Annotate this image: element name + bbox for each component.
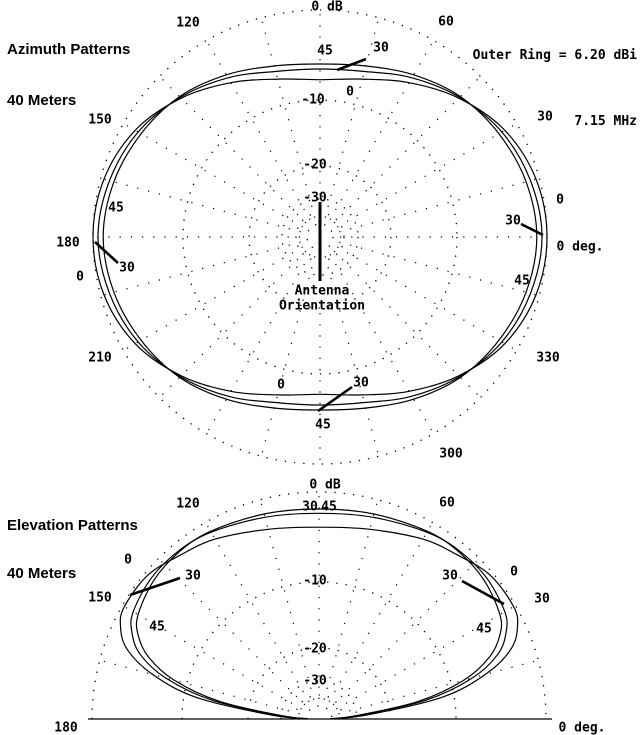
elevation-title-line2: 40 Meters: [7, 565, 77, 582]
grid-radial: [336, 606, 514, 710]
elevation-title-line1: Elevation Patterns: [7, 517, 138, 534]
outer-ring-info: Outer Ring = 6.20 dBi 7.15 MHz: [473, 1, 637, 177]
grid-radial: [103, 178, 301, 233]
grid-radial: [207, 42, 311, 220]
grid-ring: [248, 165, 392, 309]
pattern-curve-30: [97, 68, 543, 406]
grid-ring: [280, 680, 358, 720]
grid-radial: [103, 241, 301, 296]
grid-ring: [281, 198, 359, 276]
grid-radial: [207, 254, 311, 432]
grid-radial: [260, 502, 315, 700]
azimuth-title-line2: 40 Meters: [7, 92, 77, 109]
grid-radial: [323, 502, 378, 700]
grid-radial: [329, 42, 433, 220]
grid-ring: [305, 705, 333, 720]
azimuth-title-line1: Azimuth Patterns: [7, 41, 131, 58]
grid-radial: [161, 78, 307, 224]
grid-radial: [337, 246, 515, 350]
grid-radial: [324, 256, 379, 454]
grid-ring: [247, 647, 391, 720]
grid-radial: [206, 524, 310, 702]
pattern-curve-45: [135, 508, 503, 720]
grid-radial: [339, 241, 537, 296]
grid-ring: [306, 223, 334, 251]
grid-ring: [182, 99, 458, 375]
polar-azimuth-pattern: [92, 9, 548, 465]
grid-radial: [338, 660, 536, 715]
curve-pointer-line: [129, 576, 181, 597]
frequency-value: 7.15 MHz: [574, 114, 637, 129]
curve-pointer-line: [461, 579, 505, 606]
grid-radial: [102, 660, 300, 715]
elevation-plot-title: Elevation Patterns 40 Meters: [7, 486, 138, 614]
grid-radial: [329, 254, 433, 432]
curve-pointer-line: [94, 241, 119, 264]
grid-ring: [294, 694, 344, 720]
curve-pointer-line: [520, 222, 544, 237]
pattern-curve-30: [130, 512, 508, 720]
curve-pointer-line: [317, 385, 353, 413]
grid-radial: [333, 78, 479, 224]
pattern-curve-45: [102, 63, 538, 411]
grid-radial: [328, 524, 432, 702]
grid-ring: [91, 491, 547, 720]
grid-radial: [332, 560, 478, 706]
grid-radial: [160, 560, 306, 706]
pattern-curve-0: [119, 526, 519, 720]
grid-radial: [125, 124, 303, 228]
grid-radial: [124, 606, 302, 710]
grid-radial: [324, 20, 379, 218]
polar-elevation-pattern: [88, 491, 552, 720]
grid-radial: [261, 20, 316, 218]
grid-radial: [337, 124, 515, 228]
pattern-curve-0: [92, 78, 548, 396]
grid-ring: [181, 581, 457, 720]
curve-pointer-line: [336, 57, 367, 72]
grid-radial: [339, 178, 537, 233]
azimuth-plot-title: Azimuth Patterns 40 Meters: [7, 7, 130, 143]
grid-radial: [125, 246, 303, 350]
grid-radial: [261, 256, 316, 454]
grid-radial: [161, 250, 307, 396]
grid-radial: [333, 250, 479, 396]
outer-ring-value: Outer Ring = 6.20 dBi: [472, 48, 637, 63]
